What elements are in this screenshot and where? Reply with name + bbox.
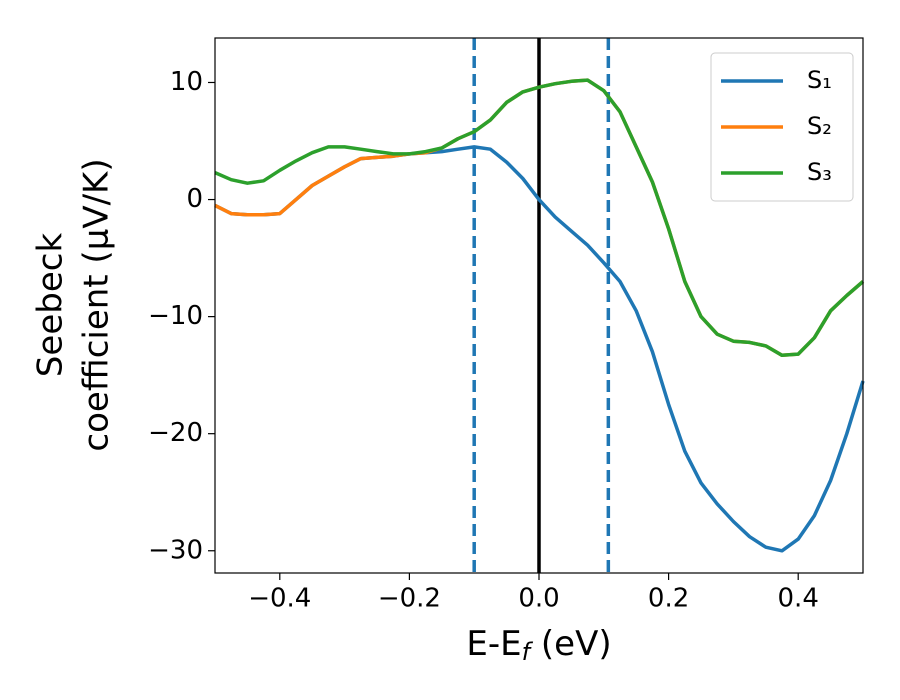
y-label-line: coefficient (μV/K)	[77, 158, 117, 451]
x-tick-label: −0.4	[248, 584, 311, 614]
y-tick-label: 0	[186, 184, 203, 214]
plot-frame	[214, 37, 864, 574]
y-tick-label: −10	[148, 301, 203, 331]
x-tick-label: −0.2	[378, 584, 441, 614]
legend-label: S₃	[807, 158, 832, 186]
y-label-line: Seebeck	[31, 233, 71, 378]
series-line	[214, 78, 865, 358]
x-label-unit: (eV)	[530, 624, 612, 664]
x-label-main: E-E	[466, 624, 521, 664]
y-tick-label: −30	[148, 535, 203, 565]
x-axis-label: E-Ef (eV)	[466, 624, 611, 667]
y-axis-label: Seebeck coefficient (μV/K)	[31, 158, 117, 451]
legend-label: S₂	[807, 112, 832, 140]
x-tick-label: 0.4	[778, 584, 819, 614]
y-tick-label: 10	[170, 67, 203, 97]
x-tick-label: 0.0	[518, 584, 559, 614]
y-tick-label: −20	[148, 418, 203, 448]
x-tick-label: 0.2	[648, 584, 689, 614]
legend-label: S₁	[807, 66, 832, 94]
